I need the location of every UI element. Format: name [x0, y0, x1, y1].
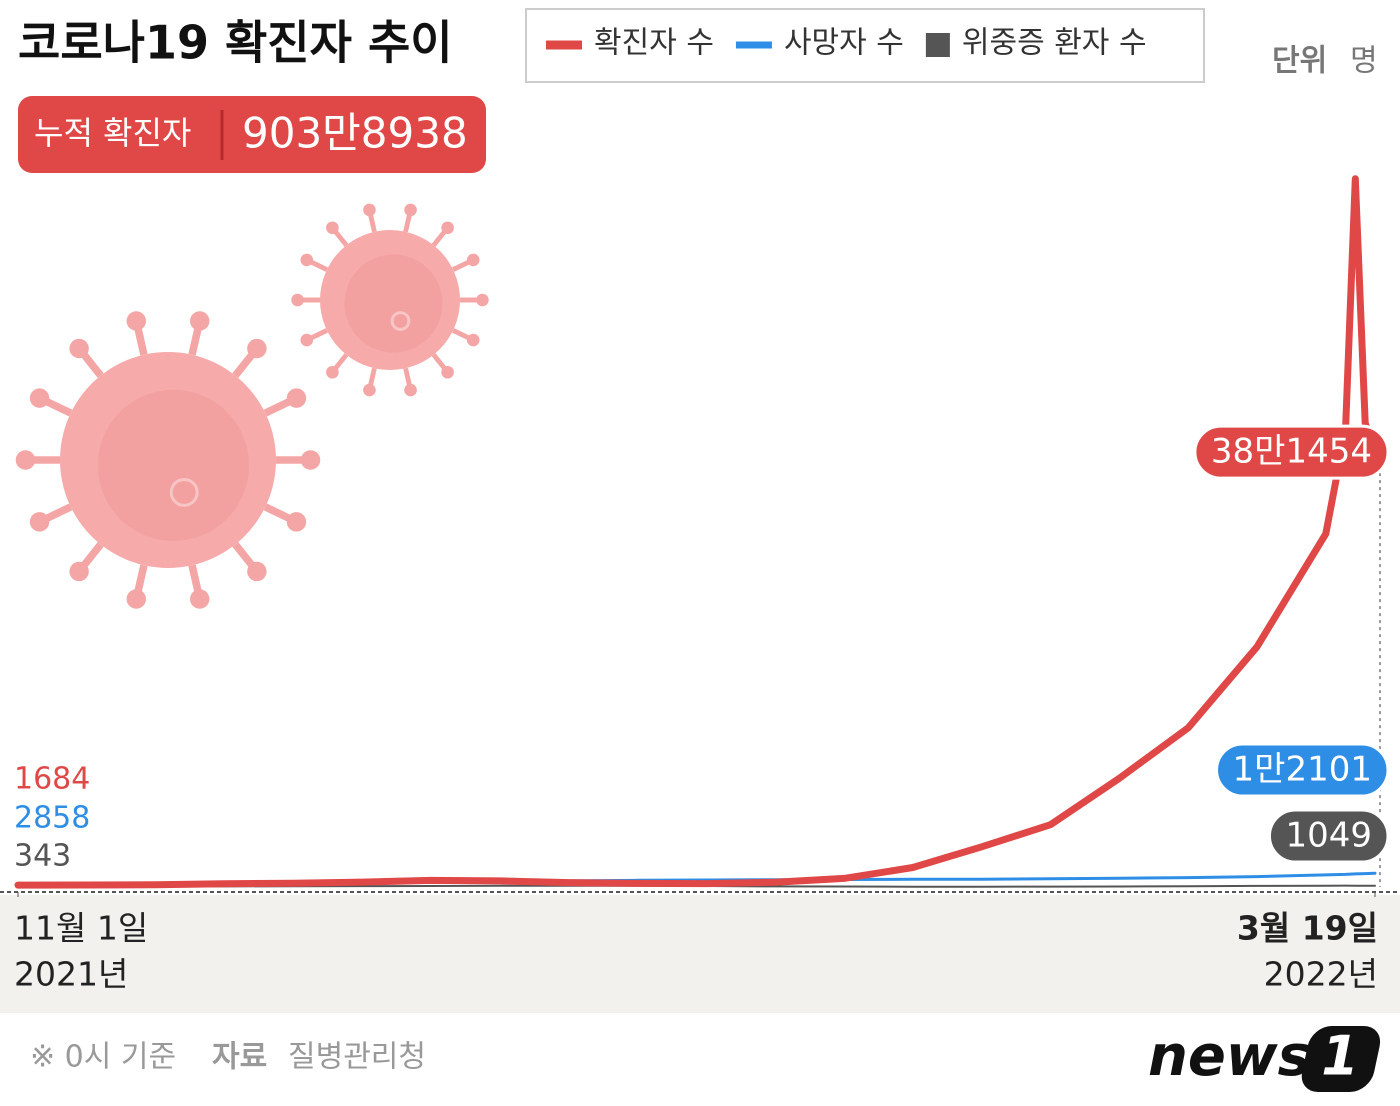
chart-title: 코로나19 확진자 추이: [18, 16, 453, 70]
virus-spike-tip: [247, 561, 267, 582]
logo: news: [1148, 1024, 1311, 1089]
end-value-label: 38만1454: [1211, 432, 1372, 472]
virus-spike-tip: [466, 253, 480, 267]
virus-spike-tip: [286, 512, 307, 532]
virus-inner: [344, 254, 443, 353]
virus-spike-tip: [404, 203, 417, 217]
logo-badge: [1301, 1026, 1381, 1092]
x-tick-label: 11월 1일: [14, 909, 148, 948]
virus-spike-tip: [286, 388, 307, 408]
series-line: [14, 175, 1379, 889]
virus-spike-tip: [476, 293, 489, 307]
x-tick-label: 3월 19일: [1237, 909, 1378, 948]
virus-spike-tip: [363, 383, 376, 397]
virus-spike-tip: [29, 512, 50, 532]
x-tick-year: 2022년: [1264, 955, 1378, 994]
start-value-label: 343: [14, 839, 71, 874]
virus-spike-tip: [247, 338, 267, 359]
cumulative-value: 903만8938: [242, 109, 468, 158]
virus-spike-tip: [466, 333, 480, 347]
virus-spike-tip: [291, 293, 304, 307]
cumulative-label: 누적 확진자: [34, 114, 191, 152]
pill-bg: [1193, 424, 1390, 480]
legend-swatch: [925, 33, 950, 57]
virus-spike-tip: [326, 365, 339, 379]
end-value-pill: 38만1454: [1193, 424, 1390, 480]
legend-swatch: [546, 40, 582, 50]
end-value-pill: 1049: [1267, 808, 1390, 864]
virus-spike-tip: [300, 253, 314, 267]
virus-spike-tip: [29, 388, 50, 408]
virus-spike-tip: [300, 450, 321, 470]
footnote: ※ 0시 기준: [30, 1040, 176, 1075]
legend-label: 위중증 환자 수: [962, 26, 1147, 61]
end-value-pill: 1만2101: [1215, 742, 1390, 798]
virus-inner: [97, 389, 250, 541]
virus-spike-tip: [69, 338, 89, 359]
virus-spike-tip: [126, 311, 146, 331]
legend-box: [525, 8, 1205, 83]
plot: 11월 1일 2021년 3월 19일 2022년 1684 38만1454 2858 1만2…: [0, 175, 1400, 994]
source-label: 자료: [212, 1040, 267, 1075]
virus-spot: [169, 477, 199, 507]
virus-illustration: [15, 203, 489, 609]
virus-spike-tip: [326, 221, 339, 235]
virus-spot: [390, 311, 411, 331]
virus-spike-tip: [69, 561, 89, 582]
pill-bg: [1215, 742, 1390, 798]
legend: 확진자 수 사망자 수 위중증 환자 수: [546, 26, 1147, 61]
start-value-label: 2858: [14, 801, 90, 836]
unit: 명: [1350, 44, 1378, 79]
virus-spike-tip: [15, 450, 36, 470]
virus-spike-tip: [441, 365, 454, 379]
end-value-label: 1만2101: [1233, 750, 1372, 790]
legend-swatch: [735, 41, 772, 49]
x-tick-year: 2021년: [14, 955, 128, 994]
unit-label: 단위: [1272, 44, 1327, 79]
virus-spike-tip: [363, 203, 376, 217]
virus-spike-tip: [441, 221, 454, 235]
legend-label: 확진자 수: [594, 26, 714, 61]
x-axis-band: [0, 895, 1400, 1013]
pill-bg: [1267, 808, 1390, 864]
virus-spike-tip: [190, 589, 210, 609]
legend-label: 사망자 수: [784, 26, 904, 61]
start-value-label: 1684: [14, 762, 90, 797]
source: 질병관리청: [288, 1040, 426, 1075]
end-value-label: 1049: [1285, 816, 1372, 856]
cumulative-badge: [18, 96, 486, 173]
virus-spike-tip: [126, 589, 146, 609]
virus-spike-tip: [190, 311, 210, 331]
logo-mark: 1: [1321, 1025, 1359, 1088]
virus-spike-tip: [300, 333, 314, 347]
virus-spike-tip: [404, 383, 417, 397]
